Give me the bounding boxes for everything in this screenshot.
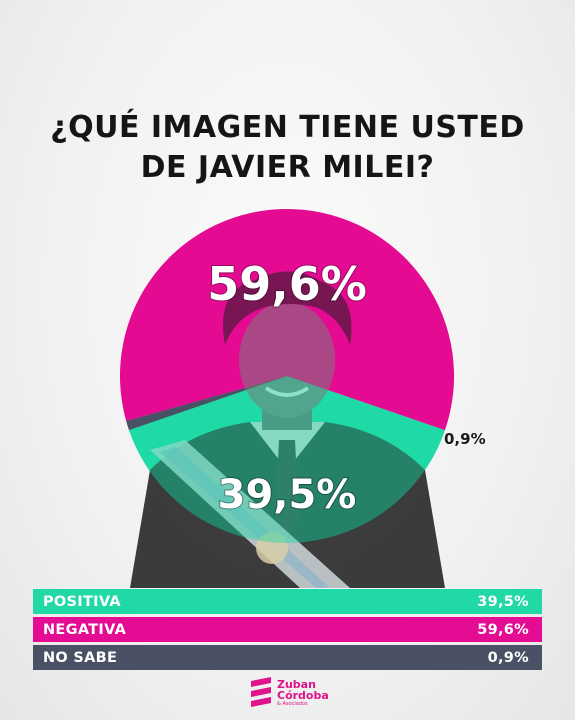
legend-label: NO SABE <box>43 649 118 666</box>
portrait-illustration <box>130 271 445 588</box>
logo-line-2: Córdoba <box>277 689 329 702</box>
slice-no-sabe-tint <box>126 376 287 431</box>
logo-line-3: & Asociados <box>277 701 308 707</box>
slice-positiva-tint <box>129 376 445 543</box>
label-no-sabe: 0,9% <box>444 430 486 448</box>
legend-label: POSITIVA <box>43 593 121 610</box>
zuban-cordoba-logo: Zuban Córdoba & Asociados <box>249 677 349 711</box>
slice-negativa-tint <box>120 209 454 431</box>
chart-title: ¿QUÉ IMAGEN TIENE USTED DE JAVIER MILEI? <box>0 108 575 188</box>
label-negativa: 59,6% <box>207 257 367 311</box>
pie-tint <box>120 209 454 543</box>
legend-value: 39,5% <box>477 593 529 610</box>
logo-line-1: Zuban <box>277 678 316 691</box>
title-line-1: ¿QUÉ IMAGEN TIENE USTED <box>50 110 525 145</box>
label-positiva: 39,5% <box>218 472 357 518</box>
logo-mark-icon <box>251 677 271 707</box>
legend: POSITIVA 39,5% NEGATIVA 59,6% NO SABE 0,… <box>33 589 542 673</box>
legend-row-no-sabe: NO SABE 0,9% <box>33 645 542 670</box>
legend-row-positiva: POSITIVA 39,5% <box>33 589 542 614</box>
legend-value: 59,6% <box>477 621 529 638</box>
legend-label: NEGATIVA <box>43 621 127 638</box>
title-line-2: DE JAVIER MILEI? <box>140 150 435 185</box>
logo-text: Zuban Córdoba & Asociados <box>277 679 329 707</box>
legend-value: 0,9% <box>487 649 529 666</box>
legend-row-negativa: NEGATIVA 59,6% <box>33 617 542 642</box>
